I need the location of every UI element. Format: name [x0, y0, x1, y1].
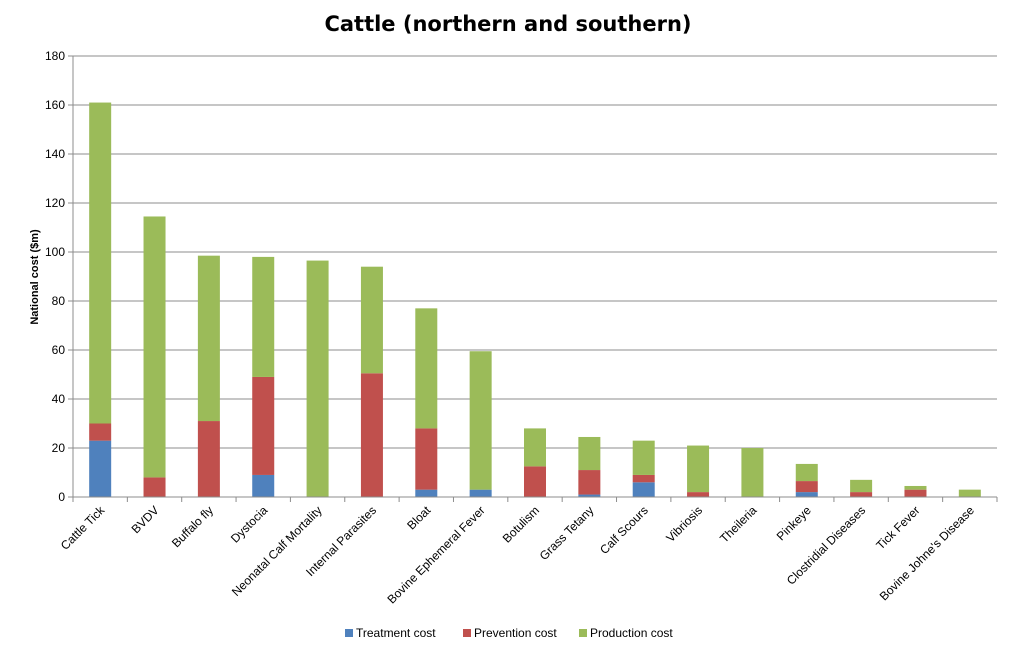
x-tick-label: Botulism [500, 503, 542, 545]
x-tick-label: Cattle Tick [58, 503, 108, 553]
y-tick-label: 0 [58, 490, 65, 504]
bar-segment-treatment-cost [415, 489, 438, 497]
bar-segment-production-cost [360, 266, 383, 374]
bar-segment-production-cost [197, 255, 220, 422]
bar-segment-prevention-cost [850, 492, 873, 497]
bar-segment-treatment-cost [632, 482, 655, 497]
y-tick-label: 160 [45, 98, 65, 112]
x-tick-label: Tick Fever [873, 503, 922, 552]
bar-segment-prevention-cost [904, 489, 927, 497]
x-tick-label: Bloat [404, 503, 434, 533]
bar-segment-treatment-cost [252, 474, 275, 497]
bars-layer [89, 102, 981, 497]
x-tick-label: Neonatal Calf Mortality [229, 503, 325, 599]
y-tick-label: 80 [52, 294, 66, 308]
x-tick-label: BVDV [129, 503, 162, 536]
bar-segment-prevention-cost [252, 376, 275, 475]
bar-segment-treatment-cost [89, 440, 112, 497]
chart-title: Cattle (northern and southern) [324, 12, 691, 36]
bar-segment-treatment-cost [795, 492, 818, 497]
y-tick-label: 140 [45, 147, 65, 161]
bar-segment-production-cost [795, 463, 818, 482]
bar-segment-production-cost [306, 260, 329, 497]
y-tick-label: 40 [52, 392, 66, 406]
bar-segment-production-cost [578, 436, 601, 471]
bar-segment-prevention-cost [143, 477, 166, 497]
y-tick-label: 180 [45, 49, 65, 63]
x-tick-label: Grass Tetany [537, 503, 597, 563]
x-tick-label: Bovine Johne's Disease [877, 503, 977, 603]
x-tick-label: Pinkeye [774, 503, 814, 543]
y-axis-label: National cost ($m) [29, 229, 41, 325]
bar-segment-treatment-cost [578, 494, 601, 497]
bar-segment-production-cost [143, 216, 166, 478]
bar-segment-prevention-cost [632, 474, 655, 483]
legend-label: Prevention cost [474, 626, 557, 640]
legend-label: Production cost [590, 626, 673, 640]
legend-swatch [579, 629, 587, 637]
x-tick-label: Buffalo fly [169, 503, 216, 550]
bar-segment-prevention-cost [89, 423, 112, 441]
bar-segment-production-cost [687, 445, 710, 493]
y-tick-label: 100 [45, 245, 65, 259]
bar-segment-prevention-cost [524, 466, 546, 497]
bar-segment-production-cost [632, 440, 655, 475]
bar-segment-production-cost [89, 102, 112, 424]
bar-segment-production-cost [524, 428, 546, 467]
bar-segment-production-cost [958, 489, 981, 497]
y-tick-label: 60 [52, 343, 66, 357]
legend-swatch [463, 629, 471, 637]
x-tick-label: Dystocia [228, 503, 271, 546]
bar-segment-prevention-cost [197, 421, 220, 497]
legend-label: Treatment cost [356, 626, 436, 640]
bar-segment-prevention-cost [795, 481, 818, 493]
y-tick-label: 120 [45, 196, 65, 210]
bar-segment-production-cost [741, 448, 764, 497]
grid-layer [73, 55, 997, 449]
legend: Treatment cost Prevention cost Production … [345, 626, 673, 640]
x-tick-label: Vibriosis [663, 503, 705, 545]
y-tick-label: 20 [52, 441, 66, 455]
x-tick-label: Calf Scours [597, 503, 651, 557]
bar-segment-prevention-cost [687, 492, 710, 497]
bar-segment-production-cost [252, 256, 275, 377]
x-tick-label: Theileria [717, 503, 760, 546]
x-tick-label: Bovine Ephemeral Fever [384, 503, 487, 606]
bar-segment-production-cost [904, 485, 927, 490]
bar-segment-prevention-cost [360, 373, 383, 497]
bar-segment-production-cost [850, 479, 873, 493]
legend-swatch [345, 629, 353, 637]
bar-segment-prevention-cost [415, 428, 438, 490]
bar-segment-prevention-cost [578, 470, 601, 495]
bar-segment-production-cost [415, 308, 438, 429]
bar-segment-production-cost [469, 351, 492, 490]
bar-segment-treatment-cost [469, 489, 492, 497]
